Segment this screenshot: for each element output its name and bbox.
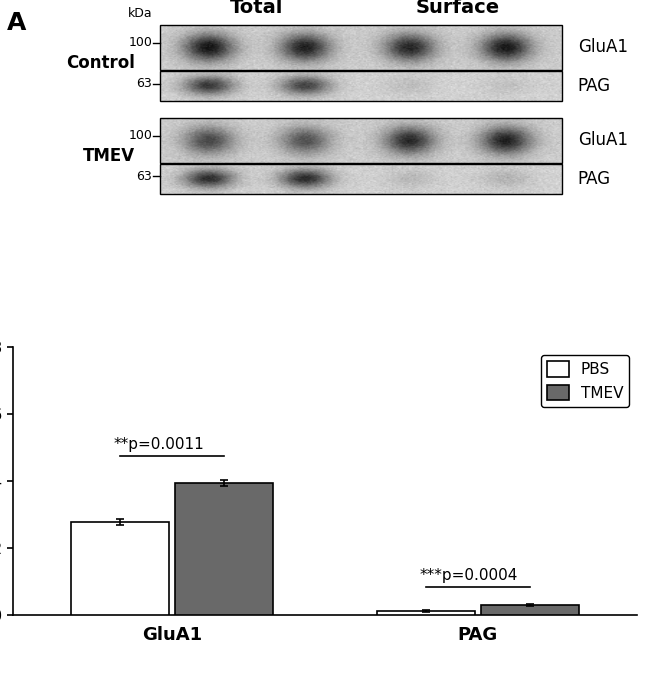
Text: PAG: PAG: [578, 77, 611, 95]
Text: 63: 63: [136, 170, 152, 183]
Text: A: A: [6, 11, 26, 35]
Bar: [160, 164, 562, 194]
Bar: [481, 605, 579, 615]
Text: TMEV: TMEV: [83, 147, 135, 165]
Text: 100: 100: [128, 37, 152, 49]
Text: GluA1: GluA1: [578, 131, 628, 149]
Text: 100: 100: [128, 129, 152, 142]
Bar: [175, 483, 273, 615]
Text: Surface: Surface: [415, 0, 500, 17]
Text: Total: Total: [229, 0, 283, 17]
Bar: [160, 25, 562, 70]
Bar: [377, 611, 475, 615]
Text: kDa: kDa: [127, 7, 152, 20]
Bar: [160, 118, 562, 162]
Text: 63: 63: [136, 77, 152, 90]
Text: ***p=0.0004: ***p=0.0004: [420, 568, 518, 583]
Bar: [160, 71, 562, 101]
Text: PAG: PAG: [578, 170, 611, 188]
Bar: [71, 522, 169, 615]
Text: Control: Control: [66, 54, 135, 72]
Text: **p=0.0011: **p=0.0011: [114, 437, 205, 452]
Text: GluA1: GluA1: [578, 39, 628, 56]
Legend: PBS, TMEV: PBS, TMEV: [541, 355, 629, 407]
